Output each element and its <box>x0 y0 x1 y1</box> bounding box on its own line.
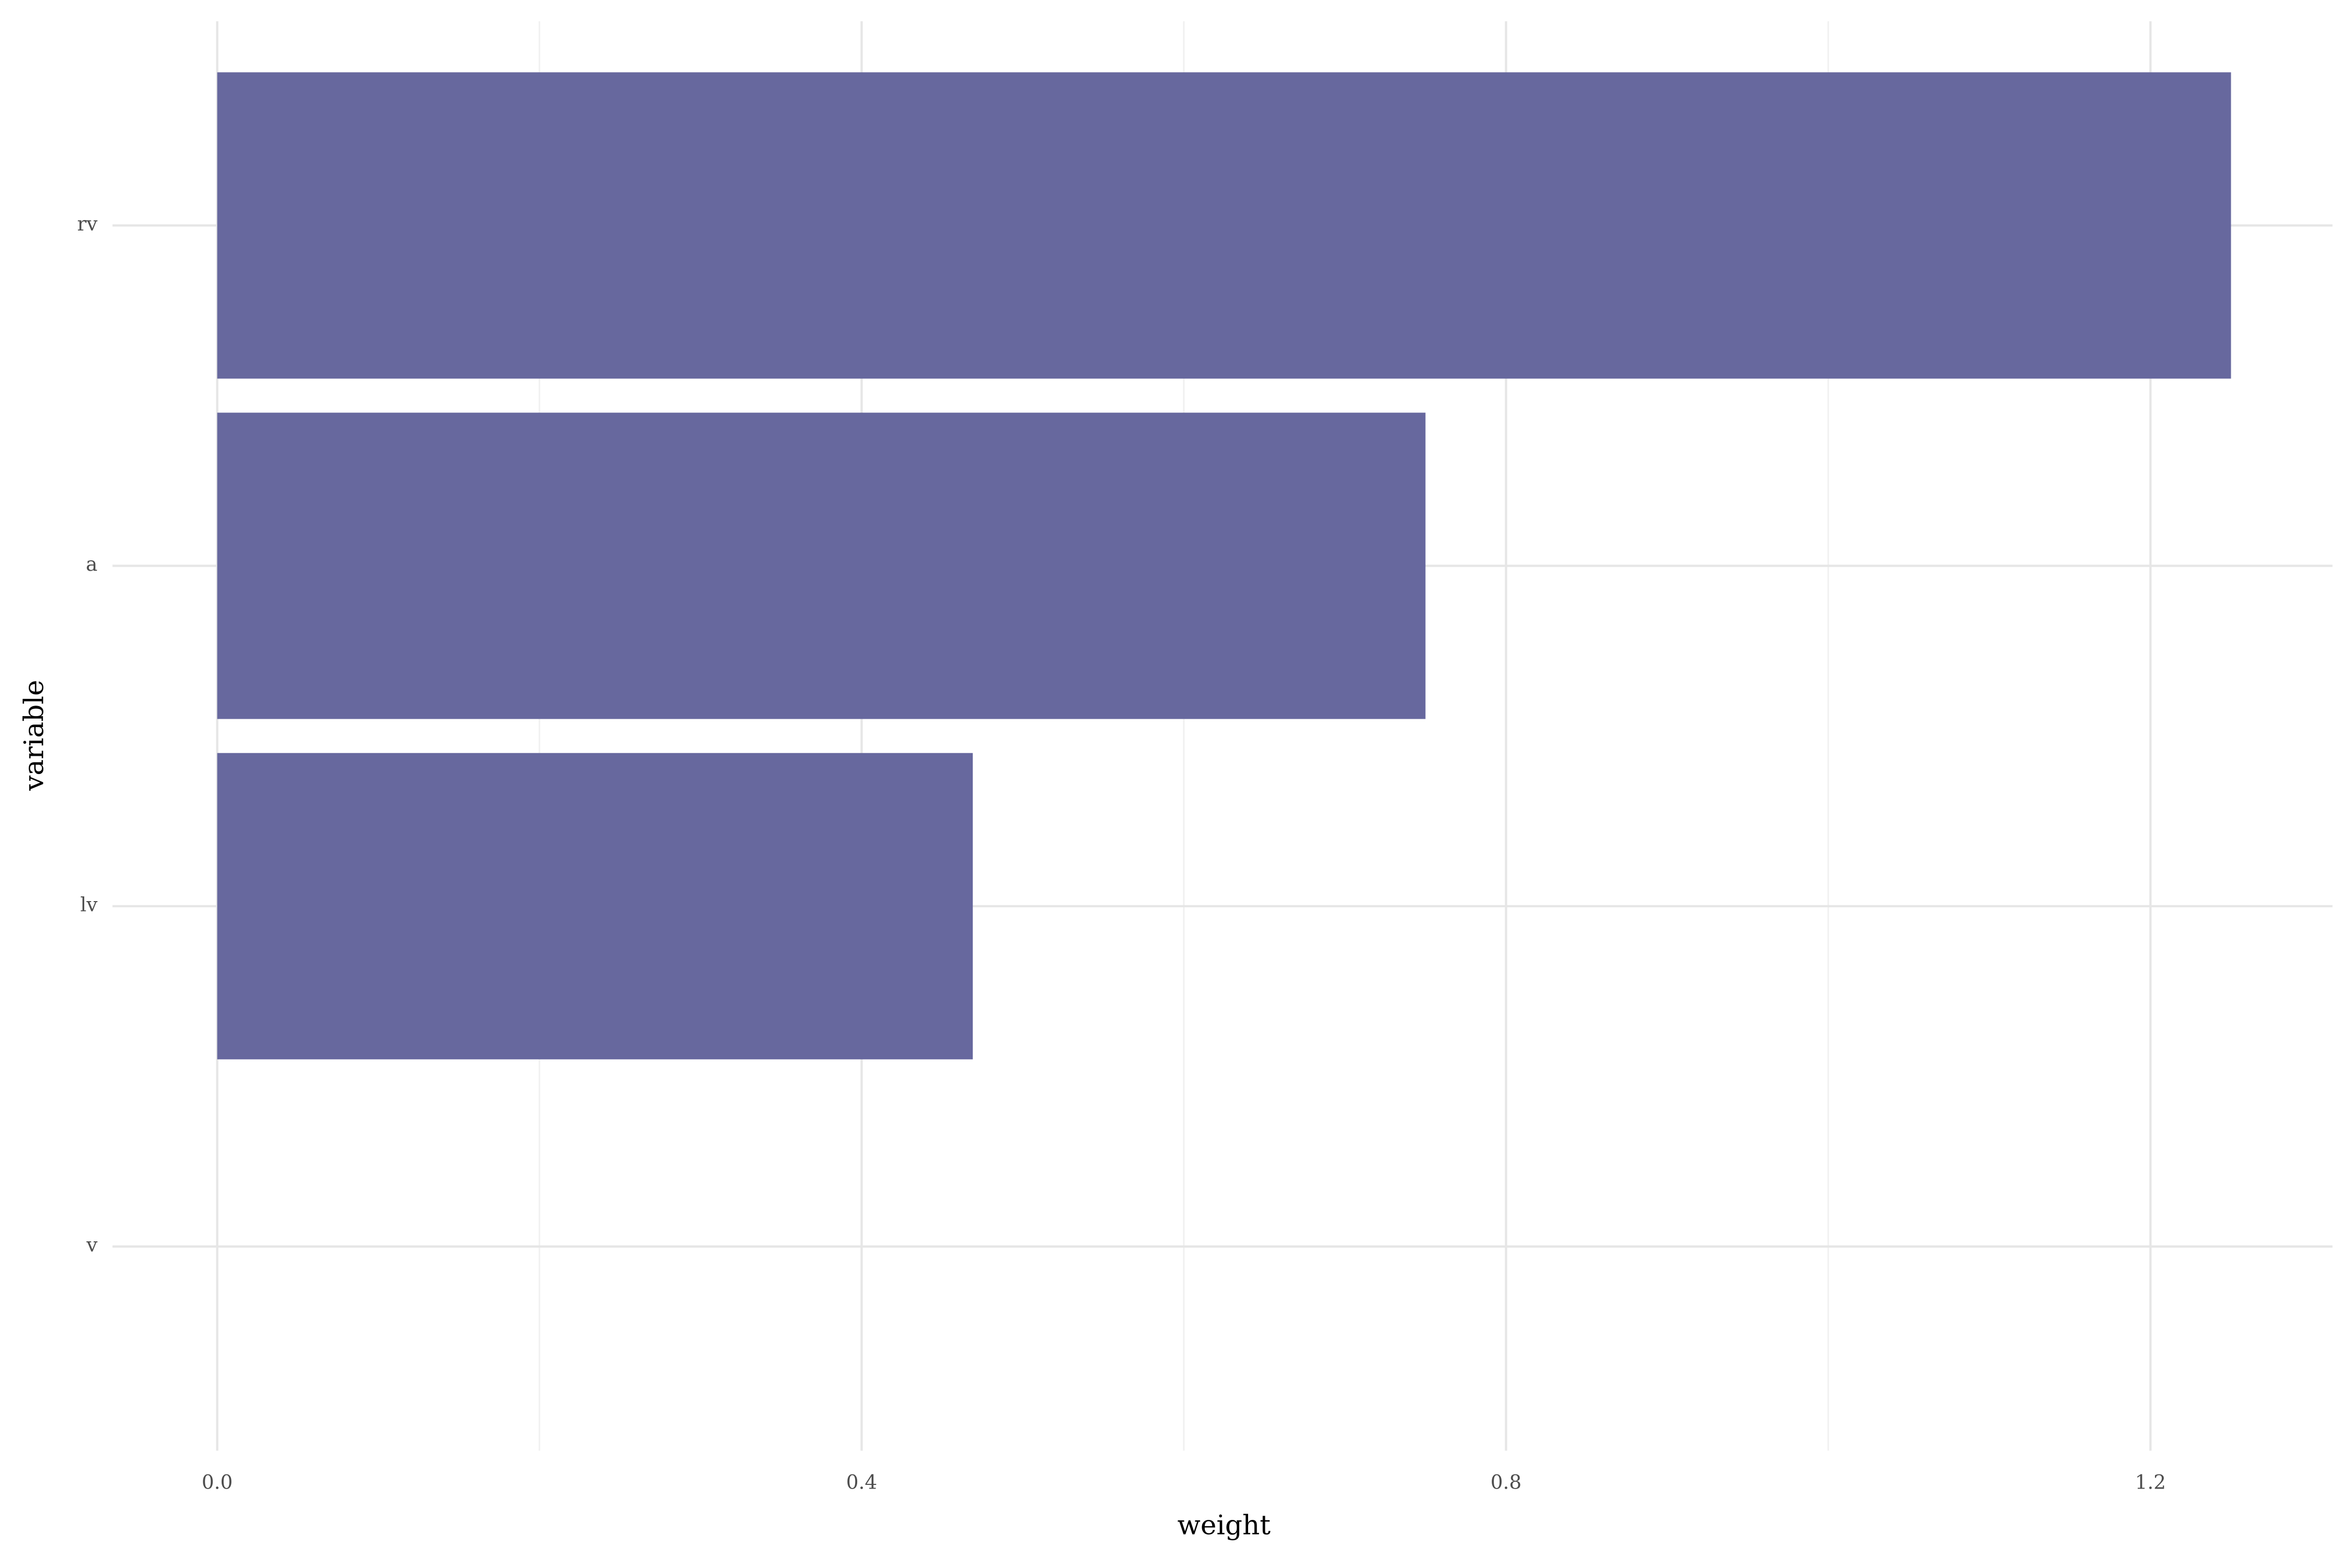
x-tick-label: 1.2 <box>2135 1470 2166 1493</box>
x-tick-label: 0.4 <box>846 1470 877 1493</box>
x-axis-title: weight <box>1178 1510 1271 1541</box>
bar <box>217 753 973 1059</box>
y-tick-label: v <box>86 1233 97 1256</box>
bar <box>217 72 2231 379</box>
y-tick-label: rv <box>77 212 98 235</box>
y-tick-label: a <box>86 552 97 575</box>
y-tick-label: lv <box>80 893 98 916</box>
x-tick-label: 0.8 <box>1491 1470 1521 1493</box>
x-tick-label: 0.0 <box>202 1470 233 1493</box>
y-axis-title: variable <box>18 680 50 791</box>
bar <box>217 412 1426 719</box>
